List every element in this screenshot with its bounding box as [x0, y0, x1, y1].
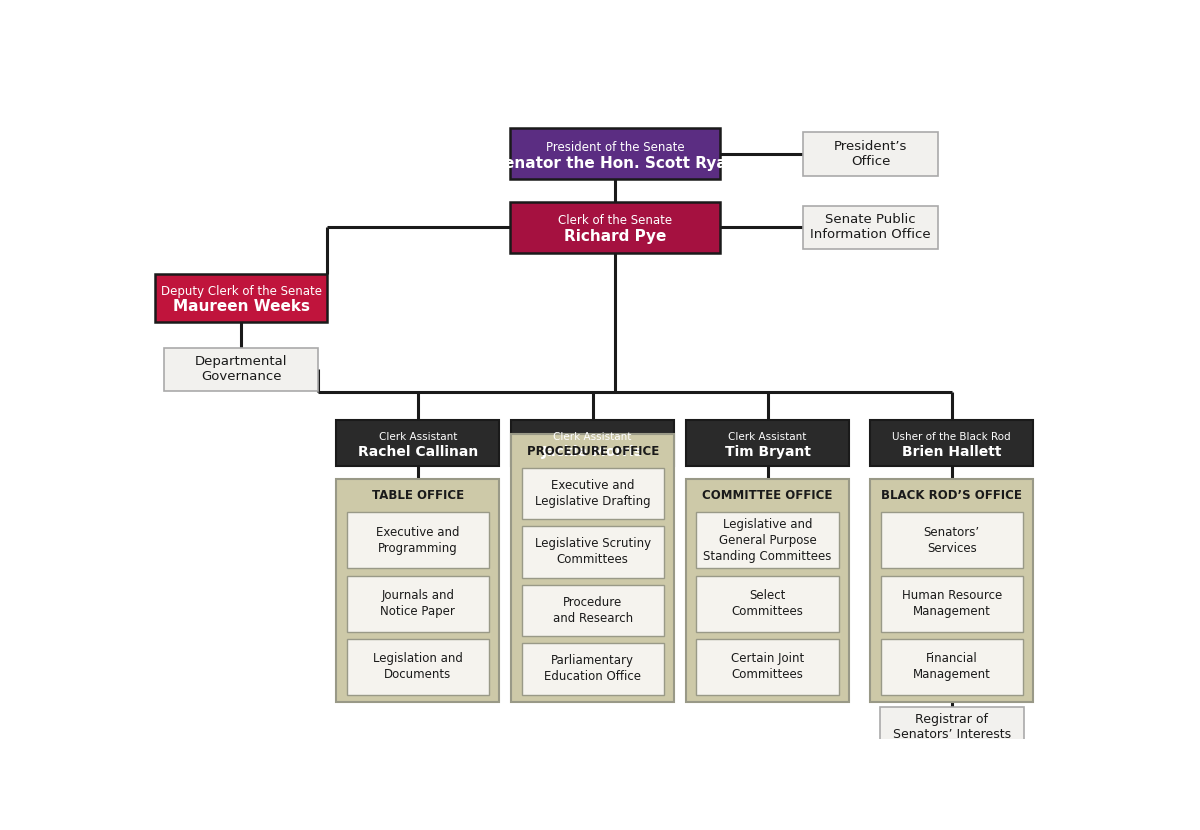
Text: Journals and
Notice Paper: Journals and Notice Paper	[380, 589, 455, 618]
FancyBboxPatch shape	[803, 206, 938, 249]
FancyBboxPatch shape	[522, 526, 664, 578]
Text: Legislative and
General Purpose
Standing Committees: Legislative and General Purpose Standing…	[703, 518, 832, 563]
FancyBboxPatch shape	[164, 348, 318, 391]
Text: Jackie Morris: Jackie Morris	[542, 445, 643, 459]
FancyBboxPatch shape	[870, 479, 1033, 701]
Text: Deputy Clerk of the Senate: Deputy Clerk of the Senate	[161, 285, 322, 298]
FancyBboxPatch shape	[347, 638, 488, 695]
Text: Rachel Callinan: Rachel Callinan	[358, 445, 478, 459]
Text: TABLE OFFICE: TABLE OFFICE	[372, 490, 464, 502]
FancyBboxPatch shape	[696, 575, 839, 632]
Text: Senator the Hon. Scott Ryan: Senator the Hon. Scott Ryan	[493, 156, 737, 171]
FancyBboxPatch shape	[510, 129, 720, 179]
Text: Clerk of the Senate: Clerk of the Senate	[558, 214, 672, 227]
FancyBboxPatch shape	[155, 274, 328, 322]
Text: Clerk Assistant: Clerk Assistant	[379, 432, 457, 442]
Text: Senators’
Services: Senators’ Services	[924, 526, 979, 555]
FancyBboxPatch shape	[696, 512, 839, 569]
Text: Richard Pye: Richard Pye	[564, 229, 666, 244]
FancyBboxPatch shape	[522, 643, 664, 695]
Text: Legislative Scrutiny
Committees: Legislative Scrutiny Committees	[535, 537, 650, 566]
Text: Executive and
Programming: Executive and Programming	[376, 526, 460, 555]
FancyBboxPatch shape	[336, 479, 499, 701]
FancyBboxPatch shape	[522, 468, 664, 520]
Text: Usher of the Black Rod: Usher of the Black Rod	[893, 432, 1010, 442]
Text: Human Resource
Management: Human Resource Management	[901, 589, 1002, 618]
Text: Brien Hallett: Brien Hallett	[902, 445, 1002, 459]
FancyBboxPatch shape	[511, 434, 674, 701]
FancyBboxPatch shape	[511, 421, 674, 466]
Text: Select
Committees: Select Committees	[732, 589, 804, 618]
Text: Registrar of
Senators’ Interests: Registrar of Senators’ Interests	[893, 713, 1010, 741]
Text: COMMITTEE OFFICE: COMMITTEE OFFICE	[702, 490, 833, 502]
FancyBboxPatch shape	[686, 421, 848, 466]
Text: Legislation and
Documents: Legislation and Documents	[373, 652, 463, 681]
FancyBboxPatch shape	[510, 202, 720, 253]
FancyBboxPatch shape	[686, 479, 848, 701]
Text: Senate Public
Information Office: Senate Public Information Office	[810, 213, 931, 242]
Text: President of the Senate: President of the Senate	[546, 141, 684, 154]
FancyBboxPatch shape	[696, 638, 839, 695]
FancyBboxPatch shape	[522, 584, 664, 636]
FancyBboxPatch shape	[870, 421, 1033, 466]
Text: Procedure
and Research: Procedure and Research	[553, 596, 632, 625]
FancyBboxPatch shape	[347, 512, 488, 569]
FancyBboxPatch shape	[347, 575, 488, 632]
Text: BLACK ROD’S OFFICE: BLACK ROD’S OFFICE	[881, 490, 1022, 502]
Text: Clerk Assistant: Clerk Assistant	[728, 432, 806, 442]
Text: Parliamentary
Education Office: Parliamentary Education Office	[544, 654, 641, 683]
Text: Clerk Assistant: Clerk Assistant	[553, 432, 632, 442]
Text: Tim Bryant: Tim Bryant	[725, 445, 810, 459]
Text: Financial
Management: Financial Management	[913, 652, 990, 681]
FancyBboxPatch shape	[881, 575, 1022, 632]
Text: Executive and
Legislative Drafting: Executive and Legislative Drafting	[535, 479, 650, 508]
Text: Departmental
Governance: Departmental Governance	[194, 355, 287, 383]
FancyBboxPatch shape	[881, 638, 1022, 695]
FancyBboxPatch shape	[881, 512, 1022, 569]
Text: PROCEDURE OFFICE: PROCEDURE OFFICE	[527, 445, 659, 457]
Text: Certain Joint
Committees: Certain Joint Committees	[731, 652, 804, 681]
Text: Maureen Weeks: Maureen Weeks	[173, 299, 310, 314]
FancyBboxPatch shape	[803, 132, 938, 176]
FancyBboxPatch shape	[880, 707, 1024, 747]
Text: President’s
Office: President’s Office	[834, 140, 907, 168]
FancyBboxPatch shape	[336, 421, 499, 466]
